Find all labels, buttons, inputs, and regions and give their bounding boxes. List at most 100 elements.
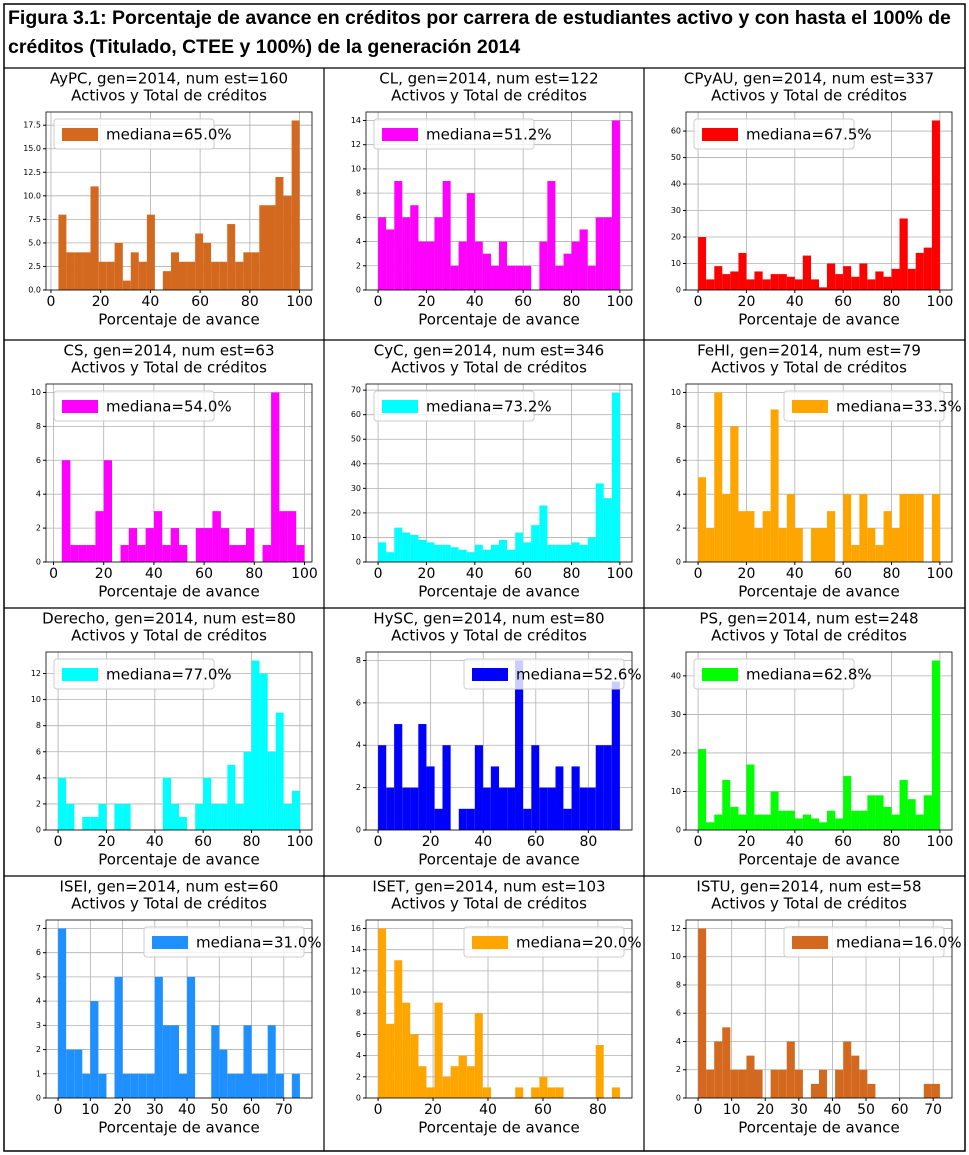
bar [555,1087,564,1098]
y-tick-label: 12 [671,924,681,933]
bar [211,803,220,830]
y-tick-label: 15.0 [23,144,41,153]
y-tick-label: 20 [671,748,681,757]
bar [450,265,459,290]
y-tick-label: 0 [36,1094,41,1103]
x-tick-label: 40 [786,566,804,582]
x-tick-label: 100 [286,294,313,310]
chart-title: CPyAU, gen=2014, num est=337 [684,70,934,88]
y-tick-label: 0 [356,826,361,835]
bar [794,528,803,562]
bar [466,193,475,290]
x-tick-label: 30 [790,1102,808,1118]
bar [114,803,123,830]
bar [819,528,827,562]
bar [259,205,268,290]
chart-subtitle: Activos y Total de créditos [711,87,907,105]
x-tick-label: 40 [786,834,804,850]
bar [794,279,803,290]
legend-box [143,926,305,958]
bar [122,280,131,290]
bar [122,803,131,830]
bar [835,818,844,830]
legend-label: mediana=62.8% [746,666,872,684]
bar [482,787,491,830]
bar [74,1049,83,1098]
bar [227,764,236,830]
bar [499,787,508,830]
chart-subtitle: Activos y Total de créditos [71,627,267,645]
bar [90,816,99,830]
bar [547,787,556,830]
x-tick-label: 60 [834,566,852,582]
bar [738,814,747,830]
x-axis-label: Porcentaje de avance [418,583,580,601]
y-tick-label: 40 [351,459,361,468]
bar [523,542,532,562]
x-tick-label: 40 [474,834,492,850]
bar [203,242,212,290]
bar [891,528,900,562]
bar [251,1073,260,1098]
legend-box [53,390,215,422]
chart-title: PS, gen=2014, num est=248 [699,610,918,628]
chart-subtitle: Activos y Total de créditos [391,359,587,377]
bar [883,511,892,562]
bar [786,276,795,290]
legend-box [693,118,855,150]
bar [762,279,771,290]
x-tick-label: 20 [756,1102,774,1118]
x-tick-label: 40 [786,294,804,310]
bar [843,1041,852,1098]
y-tick-label: 10 [671,952,681,961]
legend-box [463,658,625,690]
bar [851,1055,860,1098]
bar [61,460,71,562]
bar [714,814,723,830]
y-tick-label: 70 [351,386,361,395]
bar [426,241,435,290]
bar [706,279,715,290]
x-tick-label: 80 [883,566,901,582]
bar [474,544,483,562]
y-tick-label: 2 [356,261,361,270]
bar [98,803,107,830]
bar [810,1083,819,1098]
bar [251,660,260,830]
y-tick-label: 10 [31,388,41,397]
bar [418,241,427,290]
legend-swatch [152,936,188,949]
bar [259,1073,268,1098]
bar [275,176,284,290]
bar [539,505,548,562]
bar [515,660,524,830]
bar [145,528,154,562]
bar [811,279,819,290]
x-tick-label: 20 [422,834,440,850]
bar [579,229,588,290]
bar [738,1069,747,1098]
x-tick-label: 80 [579,834,597,850]
bar [579,544,588,562]
y-tick-label: 8 [676,980,681,989]
bar [819,287,827,290]
y-tick-label: 14 [351,945,361,954]
y-tick-label: 10 [671,259,681,268]
bar [835,274,844,290]
plot-area [45,919,313,1099]
y-tick-label: 40 [671,180,681,189]
bar [706,528,715,562]
chart-subtitle: Activos y Total de créditos [391,627,587,645]
bar [859,263,868,290]
chart-title: CyC, gen=2014, num est=346 [374,342,604,360]
bar [58,928,67,1098]
bar [867,795,876,830]
bar [442,1076,451,1098]
bar [203,777,212,830]
x-tick-label: 40 [141,294,159,310]
y-tick-label: 4 [676,490,681,499]
y-tick-label: 0 [676,1094,681,1103]
bar [698,477,707,562]
x-tick-label: 40 [178,1102,196,1118]
